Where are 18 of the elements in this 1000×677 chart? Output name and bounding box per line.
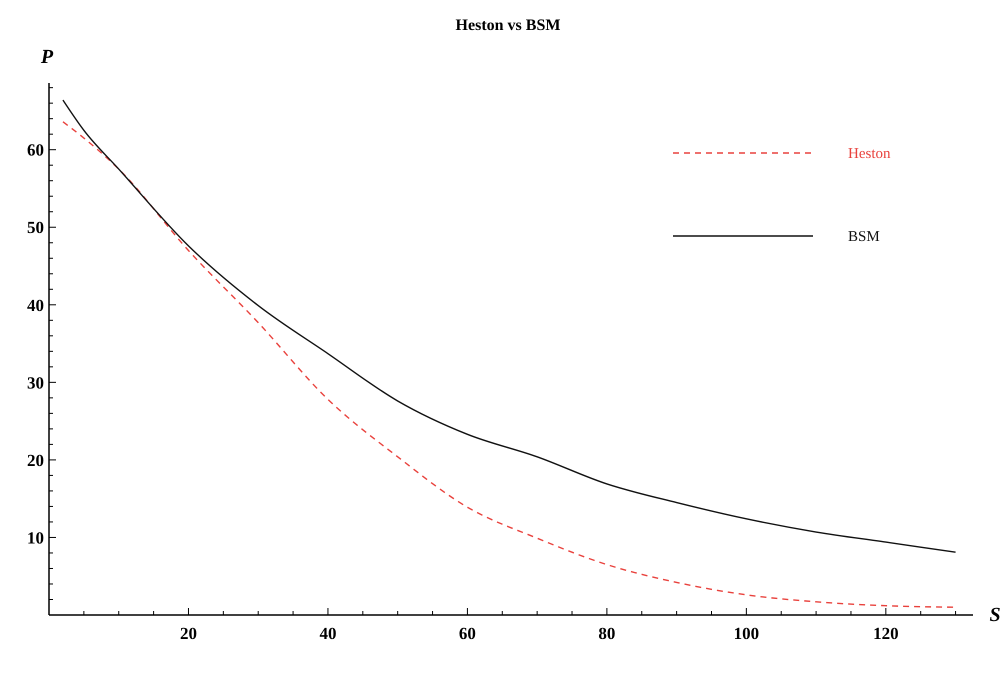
text: Heston: [848, 146, 891, 162]
y-tick-label: 10: [27, 528, 44, 548]
x-tick-label: 60: [458, 624, 476, 643]
y-tick-label: 40: [27, 296, 44, 315]
x-axis-title: S: [989, 604, 1000, 626]
text: BSM: [848, 229, 880, 245]
y-tick-label: 30: [27, 373, 44, 392]
x-tick-label: 80: [598, 624, 616, 643]
x-tick-label: 120: [873, 624, 899, 643]
y-axis-title: P: [40, 46, 54, 68]
x-tick-label: 20: [180, 624, 197, 643]
y-tick-label: 60: [27, 140, 44, 160]
line-series: [62, 99, 956, 553]
x-tick-label: 40: [319, 624, 336, 643]
y-tick-label: 50: [27, 218, 44, 238]
x-tick-label: 100: [734, 624, 760, 643]
chart-title: Heston vs BSM: [456, 17, 560, 34]
y-tick-label: 20: [27, 450, 44, 470]
